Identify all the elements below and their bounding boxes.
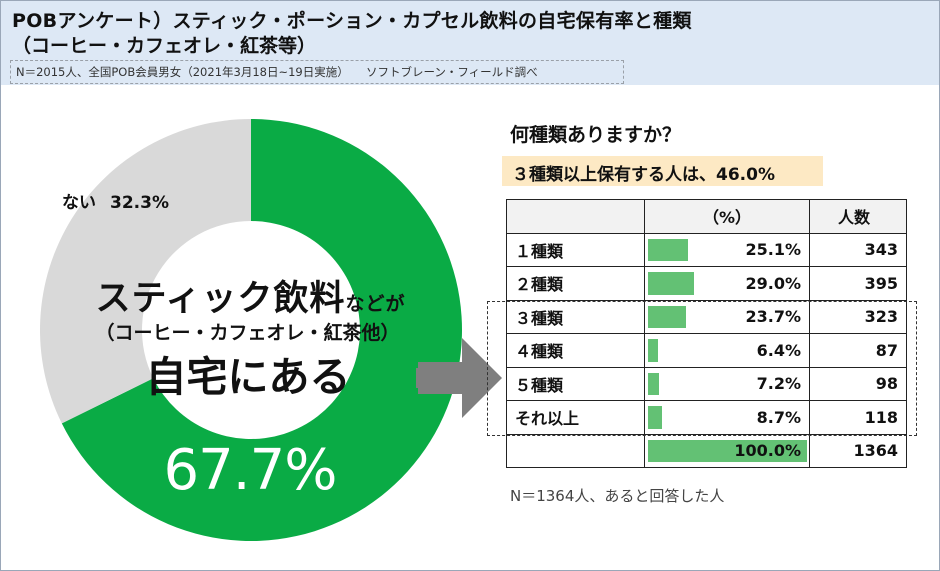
row-count: 118 (809, 400, 907, 435)
row-pct-cell: 8.7% (644, 400, 810, 435)
table-total-row: 100.0% 1364 (506, 433, 907, 468)
donut-segment-no (39, 119, 251, 424)
row-pct: 29.0% (745, 273, 801, 293)
row-pct-cell: 23.7% (644, 299, 810, 334)
highlight-band (502, 156, 823, 186)
no-label: ない (62, 193, 96, 213)
header-band (1, 1, 939, 85)
highlight-text: ３種類以上保有する人は、46.0% (512, 165, 775, 185)
row-pct: 8.7% (756, 407, 801, 427)
row-pct-cell: 25.1% (644, 232, 810, 267)
row-pct-cell: 100.0% (644, 433, 810, 468)
chart-title-line1: POBアンケート）スティック・ポーション・カプセル飲料の自宅保有率と種類 (12, 10, 692, 32)
question-heading: 何種類ありますか？ (510, 124, 682, 146)
table-row: ５種類 7.2% 98 (506, 366, 907, 401)
row-count: 87 (809, 333, 907, 368)
pct-bar (648, 272, 695, 295)
row-label: それ以上 (506, 400, 645, 435)
row-pct: 23.7% (745, 307, 801, 327)
row-label: ５種類 (506, 366, 645, 401)
row-label: ２種類 (506, 266, 645, 301)
table-header-row: （%） 人数 (506, 199, 907, 234)
table-row: ４種類 6.4% 87 (506, 333, 907, 368)
pct-bar (648, 372, 660, 395)
center-main-text: スティック飲料 (95, 279, 346, 319)
row-pct-cell: 29.0% (644, 266, 810, 301)
table-header-count: 人数 (809, 199, 907, 234)
arrow-stem (418, 362, 466, 394)
row-count: 1364 (809, 433, 907, 468)
donut-segment-yes (61, 119, 462, 541)
arrow-head (462, 338, 502, 418)
no-value-label: 32.3% (110, 193, 169, 213)
donut-center-main: スティック飲料などが (78, 270, 423, 321)
pct-bar (648, 238, 688, 261)
table-row: １種類 25.1% 343 (506, 232, 907, 267)
row-pct: 25.1% (745, 240, 801, 260)
row-label: １種類 (506, 232, 645, 267)
row-pct-cell: 7.2% (644, 366, 810, 401)
three-plus-dashed-box (487, 301, 917, 436)
chart-title-line2: （コーヒー・カフェオレ・紅茶等） (12, 35, 317, 57)
table-row: それ以上 8.7% 118 (506, 400, 907, 435)
row-count: 98 (809, 366, 907, 401)
row-count: 343 (809, 232, 907, 267)
row-count: 323 (809, 299, 907, 334)
sample-note: N＝1364人、あると回答した人 (510, 487, 725, 505)
pct-bar (648, 305, 686, 328)
pct-bar (648, 439, 807, 462)
donut-label-no: ない 32.3% (62, 188, 169, 213)
types-table: （%） 人数 １種類 25.1% 343 ２種類 29.0% 395 ３種類 23.7% 323… (506, 199, 907, 468)
row-label (506, 433, 645, 468)
center-main-suffix: などが (345, 293, 406, 315)
row-pct: 6.4% (756, 340, 801, 360)
table-row: ２種類 29.0% 395 (506, 266, 907, 301)
table-header-label (506, 199, 645, 234)
table-header-pct: （%） (644, 199, 810, 234)
row-label: ４種類 (506, 333, 645, 368)
row-pct: 100.0% (734, 441, 801, 461)
row-count: 395 (809, 266, 907, 301)
donut-center-bottom: 自宅にある (145, 353, 351, 401)
survey-meta: N＝2015人、全国POB会員男女（2021年3月18日~19日実施） ソフトブ… (16, 65, 538, 79)
pct-bar (648, 406, 662, 429)
donut-center-sub: （コーヒー・カフェオレ・紅茶他） (95, 322, 400, 344)
pct-bar (648, 339, 659, 362)
table-row: ３種類 23.7% 323 (506, 299, 907, 334)
row-pct: 7.2% (756, 374, 801, 394)
donut-label-yes: 67.7% (163, 438, 338, 503)
meta-box (10, 60, 624, 84)
